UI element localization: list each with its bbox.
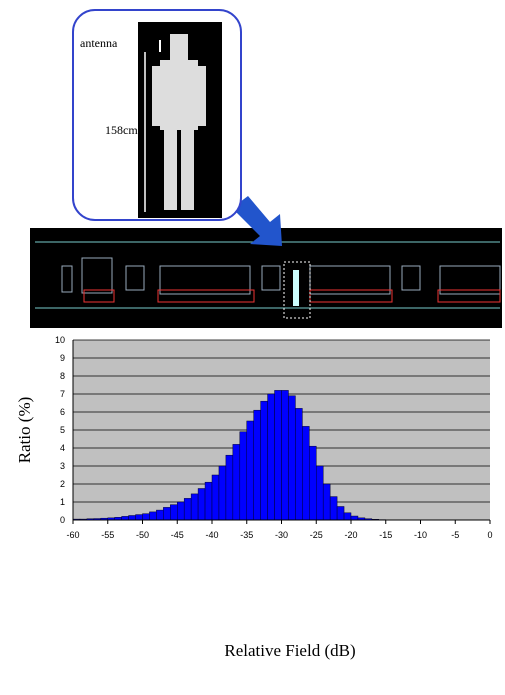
bar [163, 507, 170, 520]
x-tick-label: -10 [414, 530, 427, 540]
y-tick-label: 1 [60, 497, 65, 507]
x-tick-label: -35 [240, 530, 253, 540]
bar [261, 401, 268, 520]
bar [275, 390, 282, 520]
y-tick-label: 6 [60, 407, 65, 417]
bar [219, 466, 226, 520]
x-axis-label: Relative Field (dB) [224, 641, 355, 660]
bar [337, 507, 344, 521]
y-tick-label: 3 [60, 461, 65, 471]
bar [344, 513, 351, 520]
bar [136, 515, 143, 520]
bar [143, 514, 150, 520]
y-tick-label: 9 [60, 353, 65, 363]
x-tick-label: -30 [275, 530, 288, 540]
bar [226, 455, 233, 520]
y-tick-label: 10 [55, 335, 65, 345]
bar [177, 502, 184, 520]
bar [129, 516, 136, 521]
bar [212, 475, 219, 520]
height-label: 158cm [105, 123, 138, 137]
x-tick-label: -50 [136, 530, 149, 540]
x-tick-label: -15 [379, 530, 392, 540]
y-axis-label: Ratio (%) [15, 397, 34, 464]
x-tick-label: 0 [487, 530, 492, 540]
bar [240, 432, 247, 520]
bar [233, 444, 240, 520]
figure: antenna 158cm Relative Field (dB) Ratio … [0, 0, 505, 690]
bar [191, 494, 198, 520]
bar [170, 505, 177, 520]
y-tick-label: 4 [60, 443, 65, 453]
y-tick-label: 0 [60, 515, 65, 525]
bar [288, 396, 295, 520]
bar [247, 421, 254, 520]
x-tick-label: -60 [66, 530, 79, 540]
y-tick-label: 5 [60, 425, 65, 435]
y-tick-label: 8 [60, 371, 65, 381]
x-tick-label: -20 [344, 530, 357, 540]
page: antenna 158cm Relative Field (dB) Ratio … [0, 0, 505, 690]
bar [282, 390, 289, 520]
bar [295, 408, 302, 520]
x-tick-label: -5 [451, 530, 459, 540]
bar [323, 484, 330, 520]
bar [122, 516, 129, 520]
bar [330, 497, 337, 520]
bar [156, 510, 163, 520]
y-tick-label: 2 [60, 479, 65, 489]
bar [316, 466, 323, 520]
bar [309, 446, 316, 520]
bar [205, 482, 212, 520]
y-tick-label: 7 [60, 389, 65, 399]
bar [351, 516, 358, 520]
bar [149, 512, 156, 520]
bar [302, 426, 309, 520]
bar [254, 410, 261, 520]
x-tick-label: -40 [205, 530, 218, 540]
x-tick-label: -45 [171, 530, 184, 540]
bar [184, 498, 191, 520]
x-tick-label: -55 [101, 530, 114, 540]
antenna-label: antenna [80, 36, 118, 50]
x-tick-label: -25 [310, 530, 323, 540]
bar [198, 489, 205, 521]
bar [268, 394, 275, 520]
